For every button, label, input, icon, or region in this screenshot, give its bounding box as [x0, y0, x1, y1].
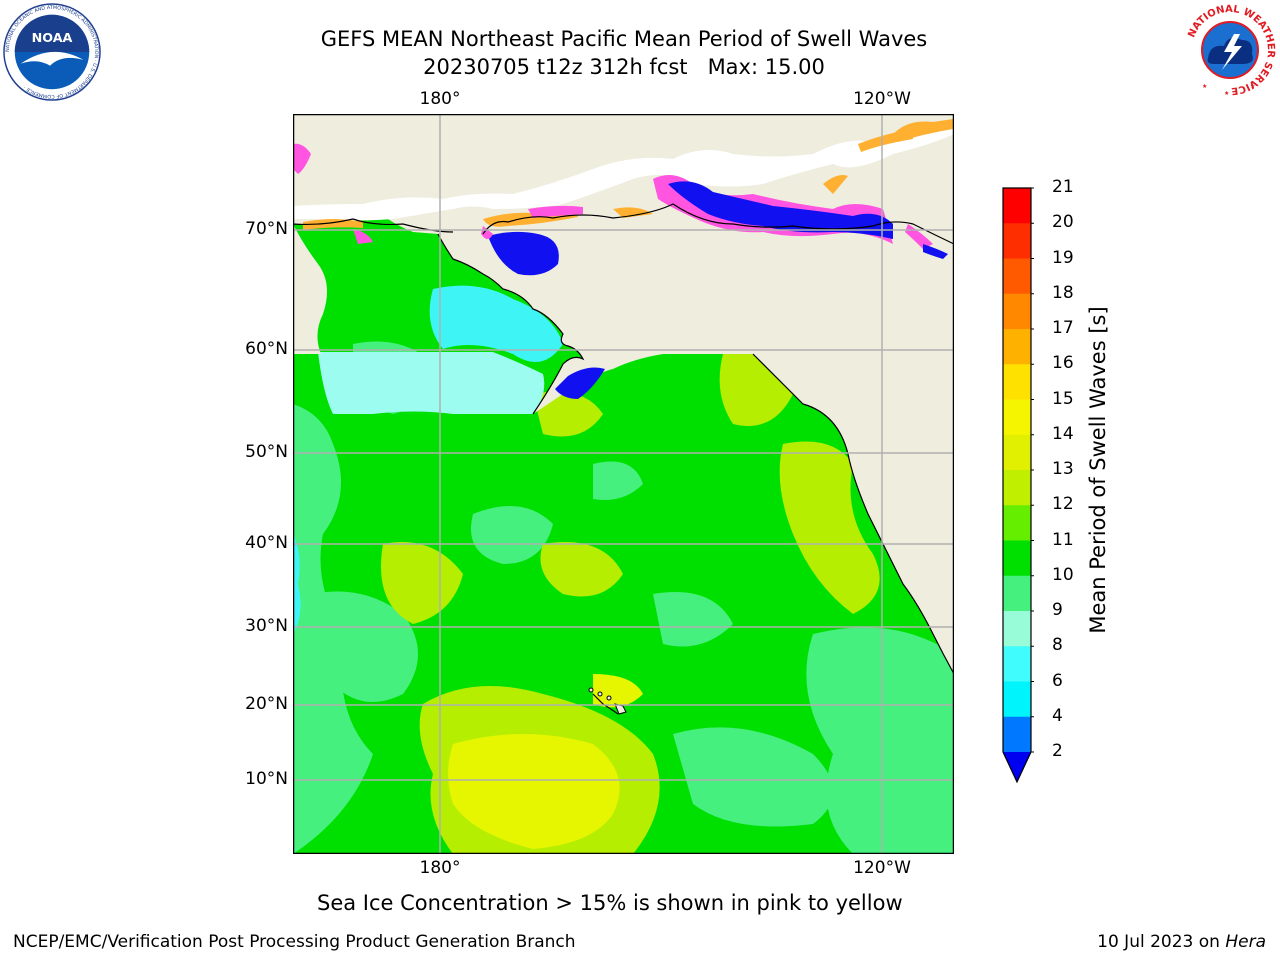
swell-period-field: [293, 302, 954, 854]
sea-ice-overlay: [293, 119, 953, 276]
arctic-ocean: [293, 114, 954, 221]
colorbar-band: [1003, 329, 1031, 365]
lat-label-40n: 40°N: [245, 533, 288, 553]
lat-label-60n: 60°N: [245, 339, 288, 359]
colorbar-tick-label: 15: [1052, 388, 1074, 409]
lat-label-70n: 70°N: [245, 219, 288, 239]
hawaii-islands: [588, 687, 627, 715]
map-panel[interactable]: [293, 114, 954, 854]
colorbar-band: [1003, 470, 1031, 506]
colorbar-tick-label: 12: [1052, 494, 1074, 515]
svg-text:★: ★: [1224, 90, 1229, 97]
colorbar-title: Mean Period of Swell Waves [s]: [1086, 306, 1110, 634]
footer-date: 10 Jul 2023 on Hera: [1097, 932, 1266, 952]
graticule: [293, 114, 954, 854]
lon-label-top-180: 180°: [419, 89, 461, 109]
chart-subtitle: 20230705 t12z 312h fcst Max: 15.00: [423, 55, 825, 79]
colorbar-tick-label: 2: [1052, 741, 1063, 761]
colorbar-band: [1003, 258, 1031, 295]
svg-text:★: ★: [1250, 83, 1255, 90]
nws-logo: NATIONAL WEATHER SERVICE ★ ★ ★: [1182, 2, 1278, 98]
colorbar-band: [1003, 399, 1031, 436]
bering-swell-low: [318, 352, 545, 414]
colorbar-band: [1003, 575, 1031, 612]
colorbar-tick-label: 8: [1052, 635, 1063, 656]
colorbar-band: [1003, 681, 1031, 718]
lon-label-bottom-180: 180°: [419, 858, 461, 878]
chart-title: GEFS MEAN Northeast Pacific Mean Period …: [320, 27, 928, 51]
lon-label-bottom-120w: 120°W: [853, 858, 911, 878]
map-canvas: [293, 114, 954, 854]
colorbar-band: [1003, 646, 1031, 682]
colorbar-band: [1003, 293, 1031, 330]
colorbar-tick-label: 10: [1052, 564, 1074, 585]
colorbar-tick-label: 17: [1052, 318, 1074, 338]
colorbar-band: [1003, 188, 1031, 224]
footer-branch: NCEP/EMC/Verification Post Processing Pr…: [13, 932, 576, 952]
colorbar-tick-label: 6: [1052, 670, 1063, 691]
colorbar-band: [1003, 611, 1031, 647]
lat-label-10n: 10°N: [245, 769, 288, 789]
coastlines: [293, 203, 954, 715]
colorbar-band: [1003, 540, 1031, 577]
svg-text:★: ★: [1202, 83, 1207, 90]
colorbar-band: [1003, 716, 1031, 753]
colorbar-outline: [1002, 187, 1032, 784]
noaa-logo-text: NOAA: [32, 31, 73, 46]
colorbar-band: [1003, 364, 1031, 400]
map-border: [293, 114, 954, 854]
colorbar-extension: [1003, 752, 1031, 782]
lat-label-30n: 30°N: [245, 616, 288, 636]
colorbar-tick-label: 13: [1052, 459, 1074, 479]
lat-label-20n: 20°N: [245, 694, 288, 714]
colorbar-tick-label: 16: [1052, 353, 1074, 374]
colorbar-tick-label: 21: [1052, 177, 1074, 197]
sea-ice-caption: Sea Ice Concentration > 15% is shown in …: [317, 891, 903, 915]
lat-label-50n: 50°N: [245, 442, 288, 462]
colorbar-tick-label: 9: [1052, 600, 1063, 620]
footer-machine: Hera: [1225, 932, 1266, 952]
colorbar-tick-label: 11: [1052, 529, 1074, 550]
colorbar-band: [1003, 223, 1031, 259]
bering-strait-swell: [429, 285, 563, 362]
colorbar-tick-label: 18: [1052, 282, 1074, 303]
colorbar-tick-label: 19: [1052, 247, 1074, 268]
colorbar-band: [1003, 434, 1031, 471]
colorbar-band: [1003, 505, 1031, 541]
noaa-logo: NOAA NATIONAL OCEANIC AND ATMOSPHERIC AD…: [3, 3, 101, 101]
lon-label-top-120w: 120°W: [853, 89, 911, 109]
bristol-bay-low: [555, 367, 605, 399]
colorbar-tick-label: 20: [1052, 212, 1074, 233]
colorbar: [1002, 187, 1034, 784]
colorbar-tick-label: 14: [1052, 423, 1074, 444]
colorbar-tick-label: 4: [1052, 705, 1063, 726]
